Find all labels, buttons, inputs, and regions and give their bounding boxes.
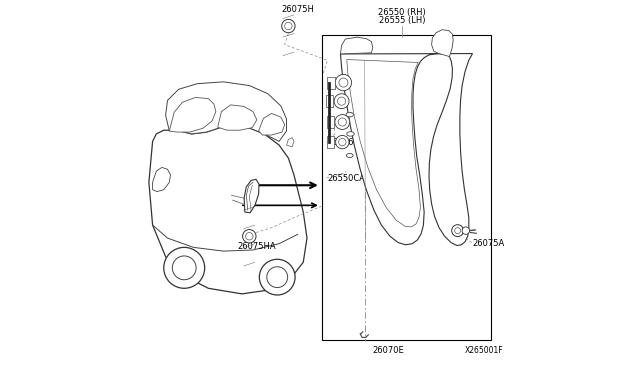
Circle shape: [338, 118, 346, 126]
Circle shape: [282, 19, 295, 33]
Polygon shape: [149, 126, 307, 294]
Polygon shape: [218, 105, 257, 130]
Polygon shape: [340, 54, 472, 246]
Text: 26550CA: 26550CA: [328, 174, 365, 183]
Text: 26075A: 26075A: [472, 239, 505, 248]
Polygon shape: [431, 30, 453, 57]
Polygon shape: [166, 82, 287, 141]
Circle shape: [267, 267, 287, 288]
Bar: [322, 35, 491, 340]
Text: 26556M: 26556M: [328, 138, 361, 147]
Polygon shape: [259, 113, 285, 135]
Polygon shape: [170, 97, 216, 132]
Text: 26550CB: 26550CB: [370, 92, 408, 101]
Polygon shape: [244, 179, 259, 213]
Circle shape: [337, 97, 346, 105]
Text: 26555 (LH): 26555 (LH): [379, 16, 425, 25]
Text: 26070E: 26070E: [372, 346, 404, 355]
Ellipse shape: [346, 153, 353, 158]
Circle shape: [172, 256, 196, 280]
Circle shape: [259, 259, 295, 295]
Circle shape: [462, 227, 470, 234]
Bar: [326, 95, 333, 107]
Circle shape: [339, 138, 346, 146]
Polygon shape: [287, 138, 294, 147]
Text: 26075HA: 26075HA: [237, 242, 276, 251]
Ellipse shape: [347, 132, 354, 136]
Polygon shape: [152, 167, 170, 192]
Circle shape: [454, 228, 461, 234]
Text: 26075H: 26075H: [281, 5, 314, 14]
Bar: [326, 136, 334, 148]
Bar: [326, 116, 334, 128]
Circle shape: [246, 232, 253, 240]
Ellipse shape: [346, 112, 353, 117]
Circle shape: [243, 230, 256, 243]
Circle shape: [335, 74, 351, 91]
Bar: [328, 77, 335, 89]
Circle shape: [335, 115, 350, 129]
Circle shape: [335, 135, 349, 149]
Polygon shape: [340, 37, 373, 54]
Text: 26550C: 26550C: [376, 113, 408, 122]
Text: 26550 (RH): 26550 (RH): [378, 8, 426, 17]
Text: X265001F: X265001F: [465, 346, 504, 355]
Circle shape: [339, 78, 348, 87]
Circle shape: [334, 94, 349, 109]
Circle shape: [285, 22, 292, 30]
Circle shape: [452, 225, 463, 237]
Circle shape: [164, 247, 205, 288]
